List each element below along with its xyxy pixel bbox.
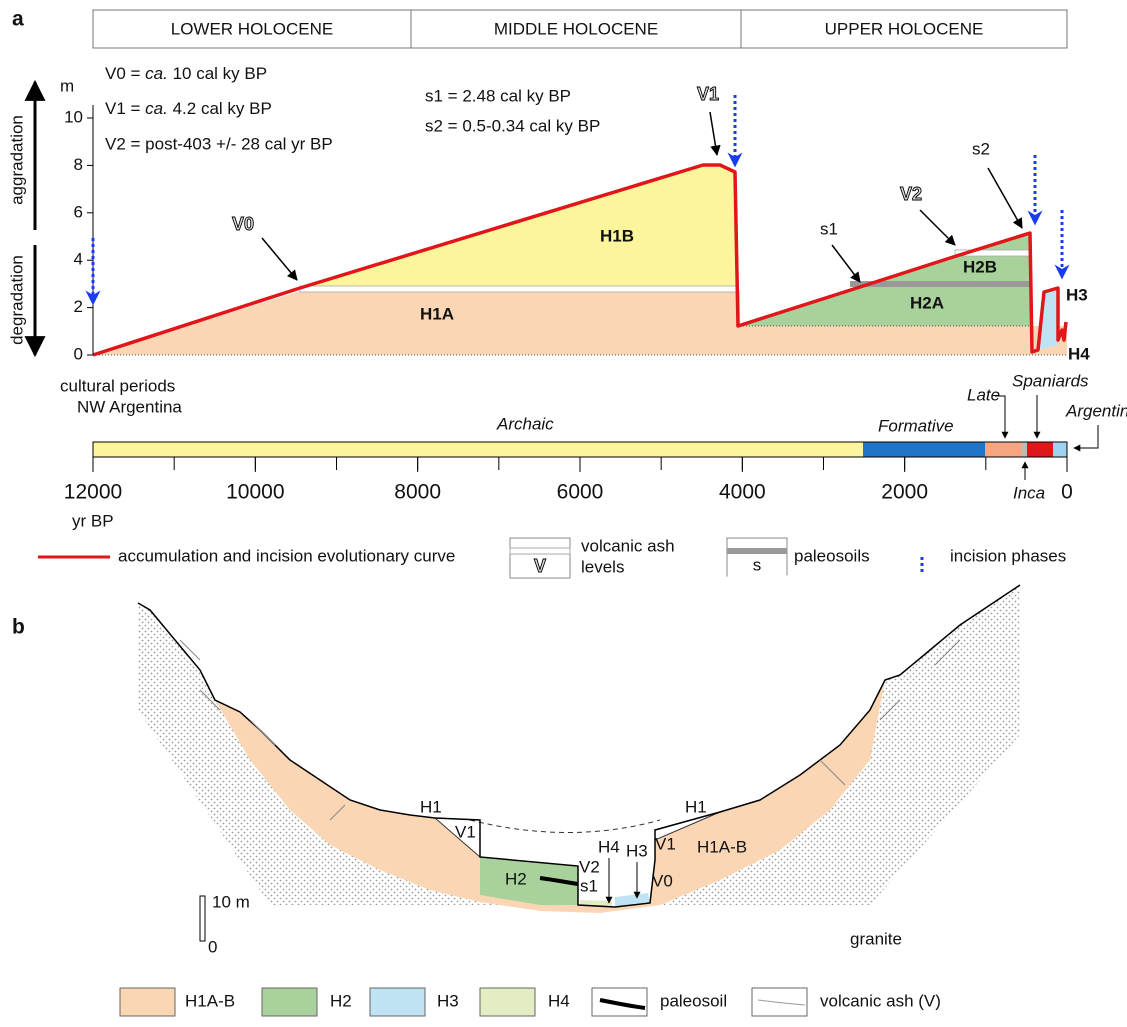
section-label: V0 [652,871,673,890]
panel-label: a [12,8,24,31]
legend-symbol: s [753,555,762,574]
trend-label: aggradation [7,115,26,205]
y-tick-label: 2 [74,297,83,316]
section-label: V2 [579,857,600,876]
cultural-title: NW Argentina [77,397,182,416]
culture: Argentina [1065,401,1127,420]
section-label: V1 [655,834,676,853]
section-label: V1 [455,822,476,841]
definition: V2 = post-403 +/- 28 cal yr BP [105,134,333,153]
y-axis: 0 2 4 6 8 10 [64,105,93,363]
legend-symbol: V [534,556,546,576]
trend-label: degradation [7,255,26,345]
x-tick-label: 8000 [394,481,441,504]
section-label: s1 [580,876,598,895]
legend-text: volcanic ash (V) [820,991,941,1010]
marker-label: V0 [232,214,254,234]
legend-text: accumulation and incision evolutionary c… [118,546,455,565]
y-tick-label: 6 [74,202,83,221]
definition: V0 = ca. 10 cal ky BP [105,64,267,83]
legend-a: accumulation and incision evolutionary c… [38,536,1066,578]
section-label: H1A-B [697,837,747,856]
x-unit: yr BP [72,511,114,530]
definition: V1 = ca. 4.2 cal ky BP [105,99,272,118]
x-tick-label: 10000 [226,481,284,504]
period: MIDDLE HOLOCENE [494,19,658,38]
x-tick-label: 12000 [64,481,122,504]
legend-text: H4 [548,991,570,1010]
x-tick-label: 0 [1061,481,1073,504]
unit-label: H2A [910,293,944,312]
marker-label: V2 [900,184,922,204]
y-tick-label: 0 [74,344,83,363]
culture-bar [93,442,1067,457]
period: UPPER HOLOCENE [825,19,984,38]
figure: a LOWER HOLOCENE MIDDLE HOLOCENE UPPER H… [0,0,1127,1027]
section-label: H1 [685,797,707,816]
legend-text: paleosoils [794,546,870,565]
legend-text: levels [581,557,624,576]
section-label: H1 [420,797,442,816]
x-tick-label: 4000 [719,481,766,504]
y-tick-label: 8 [74,155,83,174]
y-tick-label: 4 [74,250,83,269]
unit-label: H1A [420,304,454,323]
culture: Formative [878,416,954,435]
date: s1 = 2.48 cal ky BP [425,86,571,105]
period-header: LOWER HOLOCENE MIDDLE HOLOCENE UPPER HOL… [93,10,1067,48]
scale-label: 10 m [212,892,250,911]
section-label: H4 [598,837,620,856]
date: s2 = 0.5-0.34 cal ky BP [425,116,600,135]
y-unit: m [60,76,74,95]
marker-label: V1 [697,84,719,104]
legend-b: H1A-B H2 H3 H4 paleosoil volcanic ash (V… [120,988,941,1016]
section-label: H2 [505,869,527,888]
legend-text: paleosoil [660,991,727,1010]
culture: Spaniards [1012,371,1089,390]
culture: Inca [1013,483,1045,502]
scale-bar [200,896,205,941]
legend-text: volcanic ash [581,536,675,555]
unit-label: H2B [963,257,997,276]
unit-label: H1B [600,226,634,245]
cultural-title: cultural periods [60,376,175,395]
section-label: H3 [626,841,648,860]
x-tick-label: 6000 [557,481,604,504]
culture: Late [967,385,1000,404]
panel-label: b [12,616,25,639]
legend-text: H1A-B [185,991,235,1010]
x-axis: 12000 10000 8000 6000 4000 2000 0 [64,457,1073,504]
scale-label: 0 [208,937,217,956]
legend-text: H3 [437,991,459,1010]
marker-label: s2 [972,139,990,158]
legend-text: incision phases [950,546,1066,565]
period: LOWER HOLOCENE [171,19,333,38]
y-tick-label: 10 [64,107,83,126]
unit-label: H4 [1068,344,1090,363]
unit-label: H3 [1066,285,1088,304]
legend-text: H2 [330,991,352,1010]
rock-label: granite [850,929,902,948]
x-tick-label: 2000 [881,481,928,504]
culture: Archaic [496,414,554,433]
marker-label: s1 [820,219,838,238]
